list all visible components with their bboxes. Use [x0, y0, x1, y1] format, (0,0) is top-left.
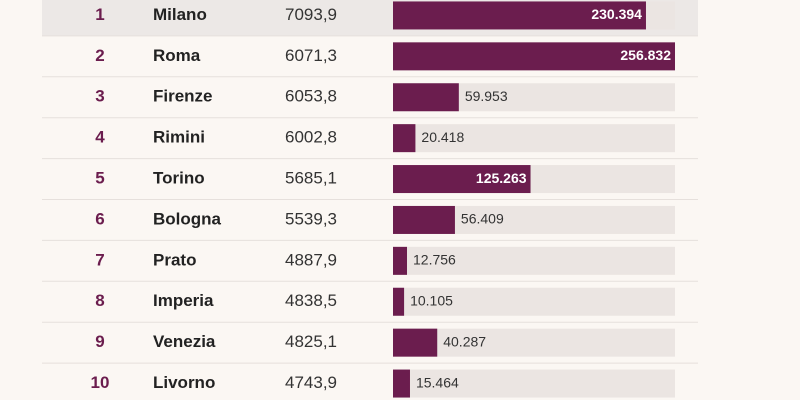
bar-label: 20.418: [421, 129, 464, 145]
index-value: 6053,8: [285, 87, 337, 106]
bar: [393, 369, 410, 398]
bar-label: 10.105: [410, 292, 453, 308]
city: Prato: [153, 250, 196, 269]
bar-track: [393, 287, 675, 316]
rank: 4: [95, 128, 105, 147]
city: Torino: [153, 169, 205, 188]
bar-label: 256.832: [620, 47, 671, 63]
city: Roma: [153, 46, 201, 65]
rank: 10: [91, 373, 110, 392]
index-value: 5539,3: [285, 209, 337, 228]
rank: 6: [95, 209, 104, 228]
index-value: 5685,1: [285, 169, 337, 188]
index-value: 7093,9: [285, 5, 337, 24]
rank: 8: [95, 291, 104, 310]
bar-label: 12.756: [413, 252, 456, 268]
bar-track: [393, 124, 675, 153]
index-value: 6071,3: [285, 46, 337, 65]
index-value: 6002,8: [285, 128, 337, 147]
rank: 1: [95, 5, 104, 24]
index-value: 4887,9: [285, 250, 337, 269]
index-value: 4838,5: [285, 291, 337, 310]
city: Firenze: [153, 87, 213, 106]
bar-label: 59.953: [465, 88, 508, 104]
city: Venezia: [153, 332, 216, 351]
city: Imperia: [153, 291, 214, 310]
bar: [393, 246, 408, 275]
bar: [393, 42, 675, 71]
rank: 3: [95, 87, 104, 106]
rank: 7: [95, 250, 104, 269]
rank: 9: [95, 332, 104, 351]
city: Bologna: [153, 209, 222, 228]
bar: [393, 287, 405, 316]
bar-label: 230.394: [591, 6, 642, 22]
rank: 2: [95, 46, 104, 65]
bar-track: [393, 328, 675, 357]
city: Livorno: [153, 373, 215, 392]
rank: 5: [95, 169, 104, 188]
bar: [393, 165, 531, 194]
bar: [393, 1, 646, 30]
city: Milano: [153, 5, 207, 24]
index-value: 4743,9: [285, 373, 337, 392]
bar-track: [393, 369, 675, 398]
bar-label: 125.263: [476, 170, 527, 186]
bar-label: 56.409: [461, 211, 504, 227]
bar-track: [393, 246, 675, 275]
bar: [393, 83, 459, 112]
bar-label: 40.287: [443, 333, 486, 349]
bar: [393, 328, 438, 357]
index-value: 4825,1: [285, 332, 337, 351]
bar: [393, 124, 416, 153]
bar-label: 15.464: [416, 374, 459, 390]
city: Rimini: [153, 128, 205, 147]
bar: [393, 205, 455, 234]
